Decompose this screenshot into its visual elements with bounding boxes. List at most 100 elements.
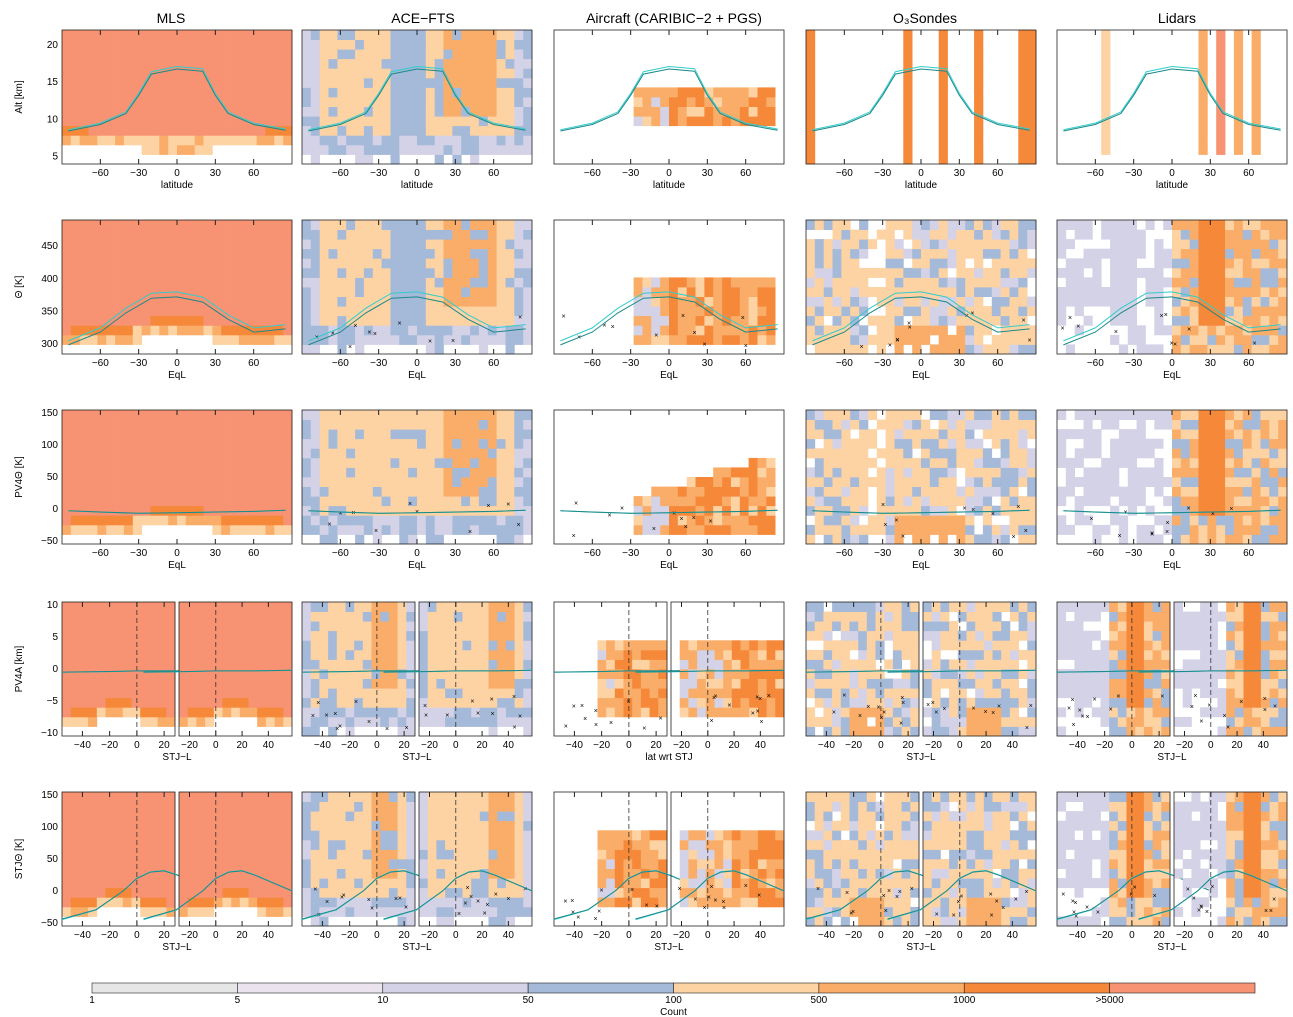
- heatmap-cell: [1145, 467, 1155, 478]
- heatmap-cell: [406, 707, 416, 718]
- heatmap-cell: [185, 30, 195, 40]
- heatmap-cell: [1207, 287, 1217, 297]
- heatmap-cell: [488, 640, 498, 651]
- heatmap-cell: [841, 457, 851, 468]
- heatmap-cell: [487, 116, 497, 127]
- heatmap-cell: [479, 669, 489, 679]
- heatmap-cell: [832, 277, 842, 288]
- heatmap-cell: [265, 220, 275, 230]
- heatmap-cell: [231, 697, 241, 708]
- heatmap-cell: [417, 438, 427, 449]
- heatmap-cell: [1189, 515, 1199, 526]
- heatmap-cell: [903, 39, 913, 50]
- sparse-marker: ×: [338, 724, 342, 731]
- heatmap-cell: [488, 707, 498, 718]
- heatmap-cell: [1118, 229, 1129, 240]
- heatmap-cell: [461, 306, 471, 317]
- heatmap-cell: [355, 334, 365, 345]
- sparse-marker: ×: [692, 515, 696, 522]
- heatmap-cell: [381, 239, 391, 250]
- heatmap-cell: [425, 477, 435, 487]
- heatmap-cell: [362, 688, 372, 699]
- heatmap-cell: [115, 135, 125, 146]
- heatmap-cell: [1118, 344, 1129, 355]
- heatmap-cell: [328, 602, 338, 612]
- heatmap-cell: [487, 477, 497, 487]
- heatmap-cell: [212, 277, 222, 288]
- heatmap-cell: [150, 77, 160, 88]
- heatmap-cell: [256, 477, 266, 487]
- heatmap-cell: [982, 524, 993, 535]
- heatmap-cell: [88, 419, 98, 430]
- heatmap-cell: [221, 229, 231, 240]
- heatmap-cell: [1180, 325, 1190, 336]
- heatmap-cell: [221, 486, 231, 497]
- x-tick-label: 60: [1243, 548, 1255, 559]
- heatmap-cell: [947, 306, 957, 317]
- heatmap-cell: [148, 611, 158, 622]
- heatmap-cell: [912, 419, 922, 430]
- heatmap-cell: [166, 669, 176, 679]
- heatmap-cell: [452, 267, 462, 278]
- sparse-marker: ×: [398, 321, 402, 328]
- heatmap-cell: [1278, 306, 1288, 317]
- heatmap-cell: [248, 621, 258, 632]
- heatmap-cell: [651, 87, 661, 98]
- heatmap-cell: [470, 306, 480, 317]
- heatmap-cell: [1154, 248, 1164, 259]
- heatmap-cell: [832, 334, 842, 345]
- heatmap-cell: [677, 515, 687, 526]
- heatmap-cell: [1180, 287, 1190, 297]
- heatmap-cell: [346, 258, 356, 269]
- heatmap-cell: [974, 267, 984, 278]
- heatmap-cell: [453, 688, 463, 699]
- heatmap-cell: [1172, 438, 1182, 449]
- heatmap-cell: [452, 30, 462, 40]
- heatmap-cell: [982, 515, 993, 526]
- heatmap-cell: [1233, 410, 1244, 420]
- heatmap-cell: [1269, 239, 1279, 250]
- heatmap-cell: [461, 410, 471, 420]
- heatmap-cell: [408, 467, 418, 478]
- heatmap-cell: [1207, 344, 1217, 355]
- heatmap-cell: [141, 429, 151, 440]
- heatmap-cell: [488, 688, 498, 699]
- heatmap-cell: [194, 30, 204, 40]
- heatmap-cell: [704, 496, 714, 507]
- heatmap-cell: [256, 524, 266, 535]
- heatmap-cell: [148, 602, 158, 612]
- heatmap-cell: [921, 267, 931, 278]
- heatmap-cell: [1216, 97, 1226, 107]
- x-tick-label: −30: [370, 548, 387, 559]
- heatmap-cell: [336, 611, 346, 622]
- heatmap-cell: [381, 116, 391, 127]
- heatmap-cell: [417, 410, 427, 420]
- heatmap-cell: [1233, 106, 1244, 117]
- heatmap-cell: [1018, 419, 1028, 430]
- heatmap-cell: [814, 220, 824, 230]
- heatmap-cell: [336, 716, 346, 727]
- heatmap-cell: [496, 325, 506, 336]
- heatmap-cell: [159, 97, 169, 107]
- sparse-marker: ×: [741, 315, 745, 322]
- heatmap-cell: [417, 229, 427, 240]
- heatmap-cell: [70, 716, 80, 727]
- heatmap-cell: [380, 716, 390, 727]
- heatmap-cell: [213, 602, 223, 612]
- heatmap-cell: [247, 135, 257, 146]
- heatmap-cell: [514, 68, 524, 79]
- heatmap-cell: [231, 659, 241, 670]
- heatmap-cell: [956, 267, 966, 278]
- heatmap-cell: [1207, 419, 1217, 430]
- heatmap-cell: [1198, 467, 1208, 478]
- heatmap-cell: [399, 248, 409, 259]
- heatmap-cell: [1009, 457, 1019, 468]
- heatmap-cell: [131, 678, 141, 689]
- heatmap-cell: [337, 30, 347, 40]
- heatmap-cell: [487, 39, 497, 50]
- heatmap-cell: [265, 239, 275, 250]
- sparse-marker: ×: [709, 519, 713, 526]
- heatmap-cell: [1278, 239, 1288, 250]
- heatmap-cell: [766, 87, 776, 98]
- heatmap-cell: [372, 106, 382, 117]
